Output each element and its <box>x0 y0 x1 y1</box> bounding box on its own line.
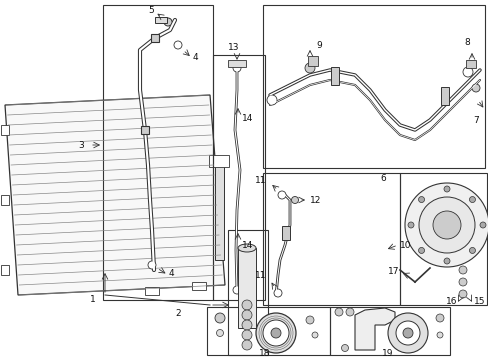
Bar <box>1 125 9 135</box>
Circle shape <box>471 84 479 92</box>
Bar <box>215 160 224 260</box>
Circle shape <box>242 310 251 320</box>
Circle shape <box>418 247 424 253</box>
Bar <box>141 126 149 134</box>
Text: 17: 17 <box>387 267 399 276</box>
Bar <box>263 173 399 305</box>
Polygon shape <box>354 308 394 350</box>
Circle shape <box>436 332 442 338</box>
Circle shape <box>270 328 281 338</box>
Circle shape <box>232 286 241 294</box>
Text: 18: 18 <box>259 348 270 357</box>
Circle shape <box>256 313 295 353</box>
Circle shape <box>462 67 472 77</box>
Circle shape <box>334 308 342 316</box>
Text: 11: 11 <box>254 270 266 279</box>
Text: 14: 14 <box>242 113 253 122</box>
Bar <box>206 307 329 355</box>
Text: 13: 13 <box>227 42 239 51</box>
Circle shape <box>216 329 223 337</box>
Bar <box>1 265 9 275</box>
Circle shape <box>458 290 466 298</box>
Circle shape <box>215 313 224 323</box>
Text: 19: 19 <box>382 348 393 357</box>
Bar <box>440 87 448 105</box>
Circle shape <box>458 266 466 274</box>
Text: 16: 16 <box>445 297 457 306</box>
Bar <box>192 282 205 290</box>
Bar <box>208 155 228 167</box>
Circle shape <box>479 222 485 228</box>
Circle shape <box>395 321 419 345</box>
Bar <box>213 55 264 300</box>
Circle shape <box>418 197 474 253</box>
Text: 9: 9 <box>315 41 321 50</box>
Text: 4: 4 <box>169 270 174 279</box>
Circle shape <box>242 320 251 330</box>
Text: 4: 4 <box>193 53 198 62</box>
Bar <box>263 5 484 168</box>
Circle shape <box>432 211 460 239</box>
Text: 3: 3 <box>78 140 83 149</box>
Circle shape <box>341 345 348 351</box>
Bar <box>238 248 256 328</box>
Text: 12: 12 <box>309 195 321 204</box>
Bar <box>227 230 267 355</box>
Circle shape <box>402 328 412 338</box>
Text: 1: 1 <box>90 296 96 305</box>
Circle shape <box>273 289 282 297</box>
Bar <box>307 56 317 66</box>
Circle shape <box>435 314 443 322</box>
Circle shape <box>346 308 353 316</box>
Circle shape <box>305 63 314 73</box>
Text: 11: 11 <box>254 176 266 185</box>
Circle shape <box>443 186 449 192</box>
Circle shape <box>278 191 285 199</box>
Text: 7: 7 <box>472 116 478 125</box>
Circle shape <box>404 183 488 267</box>
Circle shape <box>266 95 276 105</box>
Text: 5: 5 <box>148 5 153 14</box>
Circle shape <box>163 18 172 26</box>
Bar <box>329 307 449 355</box>
Bar <box>145 287 159 295</box>
Bar <box>155 17 167 23</box>
Text: 14: 14 <box>242 240 253 249</box>
Text: 6: 6 <box>379 174 385 183</box>
Circle shape <box>174 41 182 49</box>
Circle shape <box>291 197 298 203</box>
Circle shape <box>443 258 449 264</box>
Bar <box>282 226 289 240</box>
Text: 15: 15 <box>473 297 485 306</box>
Text: 8: 8 <box>463 37 469 46</box>
Circle shape <box>242 330 251 340</box>
Bar <box>227 60 245 67</box>
Bar <box>1 195 9 205</box>
Circle shape <box>458 278 466 286</box>
Circle shape <box>148 261 156 269</box>
Text: 10: 10 <box>399 240 411 249</box>
Circle shape <box>242 300 251 310</box>
Circle shape <box>468 197 474 203</box>
Circle shape <box>387 313 427 353</box>
Bar <box>465 60 475 68</box>
Bar <box>399 173 486 305</box>
Circle shape <box>263 320 288 346</box>
Circle shape <box>305 316 313 324</box>
Ellipse shape <box>238 244 256 252</box>
Bar <box>330 67 338 85</box>
Circle shape <box>418 197 424 203</box>
Circle shape <box>468 247 474 253</box>
Bar <box>151 34 159 42</box>
Circle shape <box>407 222 413 228</box>
Text: 2: 2 <box>175 309 180 318</box>
Bar <box>103 5 213 300</box>
Circle shape <box>242 340 251 350</box>
Circle shape <box>232 64 241 72</box>
Polygon shape <box>5 95 224 295</box>
Circle shape <box>311 332 317 338</box>
